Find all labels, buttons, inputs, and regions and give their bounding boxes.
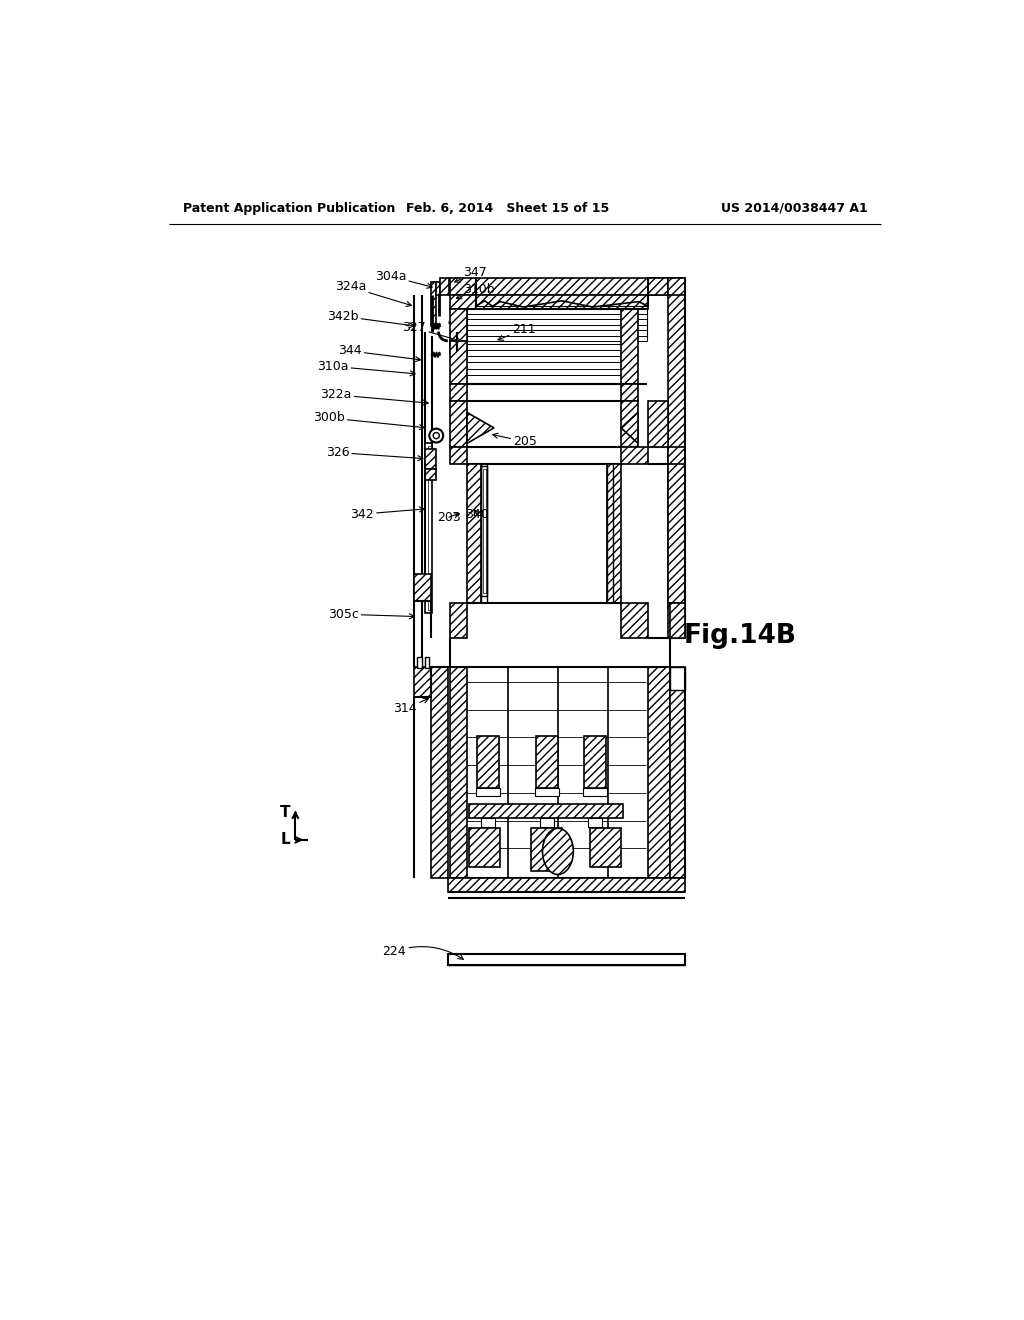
Text: 347: 347 bbox=[455, 265, 487, 282]
Bar bbox=[668, 277, 685, 609]
Text: 342b: 342b bbox=[327, 310, 415, 327]
Bar bbox=[431, 667, 447, 878]
Bar bbox=[475, 788, 500, 796]
Bar bbox=[428, 446, 431, 610]
Bar bbox=[440, 277, 450, 294]
Bar bbox=[451, 447, 467, 465]
Polygon shape bbox=[621, 412, 638, 444]
Bar bbox=[588, 817, 602, 826]
Text: 326: 326 bbox=[326, 446, 423, 461]
Text: 224: 224 bbox=[383, 945, 463, 960]
Bar bbox=[621, 603, 648, 638]
Bar bbox=[648, 401, 668, 447]
Text: 300b: 300b bbox=[313, 412, 424, 429]
Text: 304a: 304a bbox=[375, 269, 432, 288]
Bar bbox=[621, 384, 638, 401]
Text: 310a: 310a bbox=[317, 360, 415, 376]
Circle shape bbox=[429, 429, 443, 442]
Polygon shape bbox=[467, 412, 494, 444]
Bar bbox=[668, 465, 685, 605]
Bar bbox=[668, 603, 685, 638]
Bar bbox=[670, 667, 685, 878]
Text: 205: 205 bbox=[493, 433, 538, 449]
Bar bbox=[477, 737, 499, 788]
Bar bbox=[417, 657, 422, 668]
Bar bbox=[447, 878, 685, 892]
Circle shape bbox=[433, 433, 439, 438]
Bar bbox=[670, 603, 685, 638]
Bar bbox=[537, 737, 558, 788]
Text: 203: 203 bbox=[437, 511, 461, 524]
Bar bbox=[590, 829, 621, 867]
Bar bbox=[541, 817, 554, 826]
Polygon shape bbox=[543, 829, 573, 874]
Bar bbox=[451, 401, 467, 447]
Bar bbox=[451, 341, 467, 354]
Bar bbox=[670, 667, 685, 689]
Text: 322a: 322a bbox=[321, 388, 428, 405]
Bar bbox=[469, 829, 500, 867]
Bar bbox=[668, 277, 685, 294]
Bar bbox=[447, 954, 685, 965]
Bar bbox=[436, 281, 440, 296]
Bar bbox=[607, 465, 621, 603]
Bar bbox=[451, 384, 467, 401]
Text: 344: 344 bbox=[338, 345, 421, 362]
Bar bbox=[451, 277, 668, 294]
Bar bbox=[481, 817, 495, 826]
Text: 314: 314 bbox=[393, 698, 428, 715]
Text: T: T bbox=[280, 805, 290, 821]
Text: 310b: 310b bbox=[457, 282, 495, 298]
Bar bbox=[451, 294, 648, 309]
Bar bbox=[621, 401, 638, 447]
Bar bbox=[431, 281, 436, 326]
Bar bbox=[467, 465, 481, 603]
Bar bbox=[425, 657, 429, 668]
Bar bbox=[451, 603, 467, 638]
Bar bbox=[451, 341, 467, 384]
Text: 324a: 324a bbox=[335, 280, 412, 306]
Text: 327: 327 bbox=[402, 321, 461, 342]
Text: L: L bbox=[281, 833, 290, 847]
Bar bbox=[531, 829, 562, 871]
Bar bbox=[481, 466, 487, 595]
Text: Fig.14B: Fig.14B bbox=[683, 623, 797, 649]
Bar bbox=[451, 309, 467, 341]
Text: 305c: 305c bbox=[328, 607, 415, 620]
Bar bbox=[425, 449, 436, 469]
Bar bbox=[414, 667, 431, 697]
Bar bbox=[425, 444, 432, 612]
Text: Patent Application Publication: Patent Application Publication bbox=[183, 202, 395, 215]
Bar bbox=[584, 737, 605, 788]
Text: Feb. 6, 2014   Sheet 15 of 15: Feb. 6, 2014 Sheet 15 of 15 bbox=[407, 202, 609, 215]
Bar bbox=[483, 469, 486, 594]
Bar bbox=[469, 804, 624, 817]
Text: 211: 211 bbox=[498, 323, 536, 341]
Bar bbox=[621, 447, 648, 465]
Bar bbox=[425, 469, 436, 480]
Text: 340: 340 bbox=[465, 508, 488, 520]
Text: US 2014/0038447 A1: US 2014/0038447 A1 bbox=[722, 202, 868, 215]
Bar bbox=[648, 667, 670, 878]
Bar bbox=[414, 574, 431, 601]
Text: 342: 342 bbox=[350, 507, 424, 520]
Bar bbox=[535, 788, 559, 796]
Bar bbox=[583, 788, 607, 796]
Bar bbox=[451, 667, 467, 878]
Bar bbox=[668, 447, 685, 466]
Bar bbox=[621, 309, 638, 384]
Bar bbox=[648, 277, 668, 294]
